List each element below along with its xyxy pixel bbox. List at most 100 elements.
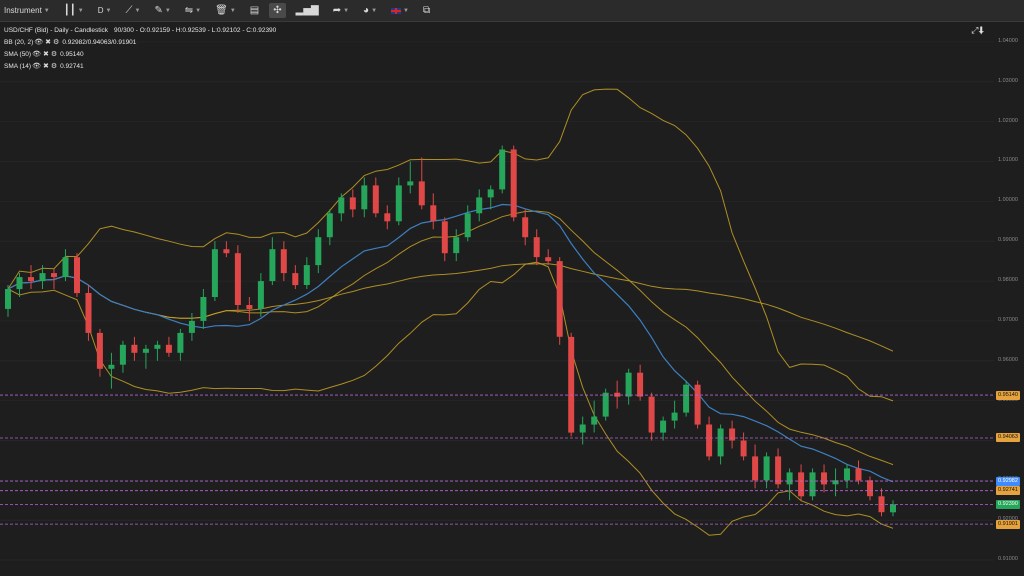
drawing-tools-dropdown[interactable]: ⟋ ▼ [121,3,144,18]
language-dropdown[interactable]: ▼ [387,3,413,18]
instrument-dropdown[interactable]: Instrument ▼ [0,3,54,18]
candle-body [96,332,103,369]
candle-body [74,257,80,294]
candle-body [660,420,667,433]
candle-body [775,456,782,485]
chevron-down-icon: ▼ [343,7,350,14]
candle-body [706,424,713,457]
price-tag: 0.91901 [996,519,1020,529]
theme-dropdown[interactable]: ◕ ▼ [359,3,381,18]
candle-body [142,348,149,353]
expand-icon[interactable]: ⤢ [971,25,979,35]
chevron-down-icon: ▼ [164,7,171,14]
candle-body [464,213,471,238]
candle-body [131,344,138,353]
eye-icon[interactable]: 👁 [32,51,41,58]
chart-type-dropdown[interactable]: ┃┃ ▼ [60,3,88,18]
candle-body [177,332,184,353]
candle-body [625,372,632,397]
chevron-down-icon: ▼ [105,7,112,14]
bb-middle-line [7,210,894,466]
candle-body [648,396,655,433]
popout-button[interactable]: ⧉ [419,3,434,18]
candle-body [476,197,483,214]
legend-instrument: USD/CHF (Bid) - Daily - Candlestick [4,27,109,34]
candle-body [763,456,770,481]
candle-body [694,384,701,425]
share-icon: ➦ [332,4,342,16]
price-tag: 0.92982 [996,476,1020,486]
candle-body [223,249,230,254]
price-tag: 0.92390 [996,500,1020,510]
y-tick-label: 0.99000 [998,237,1018,244]
candle-body [269,249,276,282]
eye-icon[interactable]: 👁 [32,63,41,70]
close-icon[interactable]: ✖ [45,39,52,46]
price-chart[interactable] [0,22,1024,576]
candle-body [292,273,299,286]
candle-body [349,197,356,210]
chevron-down-icon: ▼ [134,7,141,14]
legend-bb-name: BB (20, 2) [4,39,34,46]
price-tag: 0.95140 [996,390,1020,400]
y-tick-label: 0.96000 [998,356,1018,363]
candle-body [430,205,437,222]
close-icon[interactable]: ✖ [42,51,49,58]
close-icon[interactable]: ✖ [42,63,49,70]
chevron-down-icon: ▼ [195,7,202,14]
y-tick-label: 0.92000 [998,516,1018,522]
candle-body [16,277,23,290]
candle-body [579,424,586,433]
download-icon[interactable]: ⬇ [978,25,984,35]
candle-body [5,289,11,309]
indicators-dropdown[interactable]: ⇋ ▼ [181,3,205,18]
gear-icon[interactable]: ⚙ [50,51,58,58]
candle-body [832,480,839,485]
ruler-dropdown[interactable]: ✎ ▼ [150,3,174,18]
y-tick-label: 0.95000 [998,396,1018,403]
candle-body [154,344,161,349]
timeframe-dropdown[interactable]: D ▼ [94,3,116,18]
candle-body [591,416,598,425]
candle-body [280,249,287,274]
candle-body [545,257,552,262]
volume-button[interactable]: ▂▅▇ [292,3,323,18]
price-tag: 0.94063 [996,433,1020,443]
y-tick-label: 1.02000 [998,117,1018,124]
candle-body [878,496,885,513]
bar-chart-icon: ▂▅▇ [295,4,319,16]
gear-icon[interactable]: ⚙ [50,63,58,70]
candle-body [257,281,264,309]
bb-upper-line [7,88,894,402]
ruler-icon: ✎ [154,4,163,16]
candle-body [372,185,379,214]
candle-body [384,213,391,222]
indicators-icon: ⇋ [184,4,194,16]
candle-body [556,261,563,337]
bb-lower-line [7,261,894,536]
candle-body [39,273,46,282]
candle-body [637,372,644,397]
eye-icon[interactable]: 👁 [34,39,44,46]
gear-icon[interactable]: ⚙ [53,39,60,46]
crosshair-icon: ✣ [273,4,282,16]
candle-body [62,257,69,278]
candle-body [407,181,414,186]
candle-body [211,249,218,297]
legend-sma50-name: SMA (50) [4,51,32,58]
y-tick-label: 0.91000 [998,556,1018,563]
share-dropdown[interactable]: ➦ ▼ [329,3,353,18]
chevron-down-icon: ▼ [43,7,50,14]
popout-icon: ⧉ [423,4,431,16]
crosshair-button[interactable]: ✣ [269,3,286,18]
layout-button[interactable]: ▤ [246,3,263,18]
candle-body [510,149,517,218]
candle-body [246,305,253,309]
delete-dropdown[interactable]: 🗑 ▼ [211,3,240,18]
candle-body [418,181,425,206]
candle-body [119,344,126,365]
candle-body [786,472,793,485]
candle-body [671,412,678,421]
y-tick-label: 1.00000 [998,197,1018,204]
chart-legend: USD/CHF (Bid) - Daily - Candlestick 90/30… [4,25,276,73]
